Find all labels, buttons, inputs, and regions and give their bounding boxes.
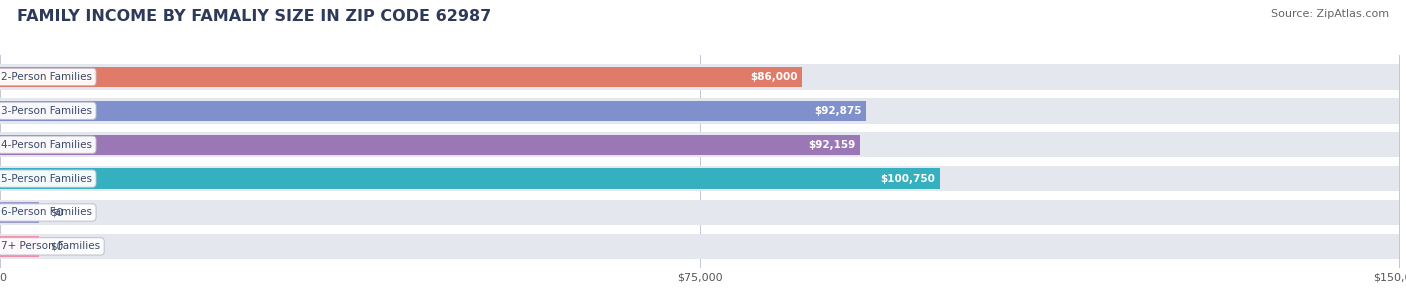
Text: Source: ZipAtlas.com: Source: ZipAtlas.com <box>1271 9 1389 19</box>
Text: $0: $0 <box>51 207 63 217</box>
Text: $86,000: $86,000 <box>751 72 797 82</box>
Bar <box>0 67 801 87</box>
Text: 2-Person Families: 2-Person Families <box>1 72 93 82</box>
Bar <box>0 234 1399 259</box>
Text: 3-Person Families: 3-Person Families <box>1 106 93 116</box>
Bar <box>0 200 1399 225</box>
Text: 6-Person Families: 6-Person Families <box>1 207 93 217</box>
Bar <box>0 166 1399 191</box>
Text: FAMILY INCOME BY FAMALIY SIZE IN ZIP CODE 62987: FAMILY INCOME BY FAMALIY SIZE IN ZIP COD… <box>17 9 491 24</box>
Bar <box>0 168 939 189</box>
Bar <box>0 101 866 121</box>
Bar <box>0 236 39 257</box>
Bar <box>0 98 1399 124</box>
Text: $0: $0 <box>51 241 63 251</box>
Text: $92,159: $92,159 <box>808 140 855 150</box>
Bar <box>0 202 39 223</box>
Text: 7+ Person Families: 7+ Person Families <box>1 241 100 251</box>
Bar <box>0 64 1399 90</box>
Text: $92,875: $92,875 <box>814 106 862 116</box>
Bar <box>0 132 1399 157</box>
Text: 5-Person Families: 5-Person Families <box>1 174 93 184</box>
Bar <box>0 135 859 155</box>
Text: 4-Person Families: 4-Person Families <box>1 140 93 150</box>
Text: $100,750: $100,750 <box>880 174 935 184</box>
